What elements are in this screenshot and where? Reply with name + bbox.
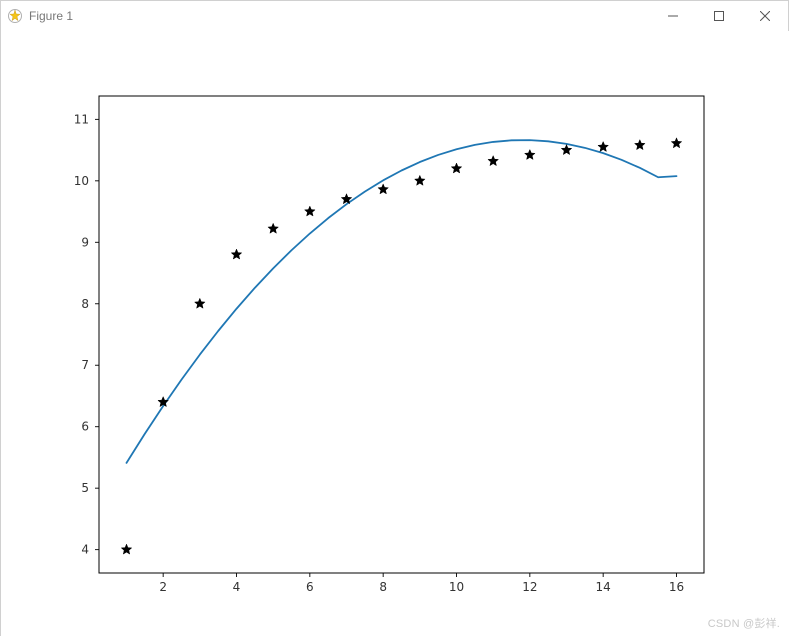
- app-icon: [7, 8, 23, 24]
- svg-text:12: 12: [522, 580, 537, 594]
- close-button[interactable]: [742, 1, 788, 31]
- svg-text:7: 7: [81, 358, 89, 372]
- svg-text:4: 4: [233, 580, 241, 594]
- svg-text:16: 16: [669, 580, 684, 594]
- window-title: Figure 1: [29, 9, 73, 23]
- svg-text:11: 11: [74, 112, 89, 126]
- svg-text:6: 6: [81, 420, 89, 434]
- svg-text:4: 4: [81, 543, 89, 557]
- maximize-button[interactable]: [696, 1, 742, 31]
- svg-text:6: 6: [306, 580, 314, 594]
- figure-canvas: 2468101214164567891011 CSDN @彭祥.: [1, 31, 788, 635]
- svg-text:2: 2: [159, 580, 167, 594]
- chart-plot: 2 4 6 8 10 12 14 16 4 5 6 7 8 9 10 11: [1, 31, 789, 636]
- figure-window: Figure 1 2468101214164567891011 CSDN @彭祥…: [0, 0, 789, 636]
- svg-text:9: 9: [81, 235, 89, 249]
- svg-text:8: 8: [81, 297, 89, 311]
- svg-text:14: 14: [596, 580, 611, 594]
- titlebar: Figure 1: [1, 1, 788, 32]
- svg-text:8: 8: [379, 580, 387, 594]
- minimize-button[interactable]: [650, 1, 696, 31]
- svg-text:10: 10: [74, 174, 89, 188]
- svg-text:5: 5: [81, 481, 89, 495]
- svg-text:10: 10: [449, 580, 464, 594]
